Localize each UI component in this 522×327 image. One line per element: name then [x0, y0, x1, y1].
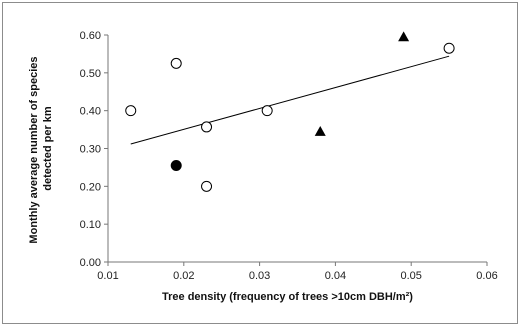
y-tick-label: 0.00: [80, 257, 101, 269]
x-tick-label: 0.01: [97, 270, 118, 282]
x-axis-title: Tree density (frequency of trees >10cm D…: [162, 291, 413, 303]
y-tick-label: 0.20: [80, 181, 101, 193]
open-circle-point: [201, 180, 213, 192]
y-axis-title-line-1: Monthly average number of species: [28, 57, 40, 244]
open-circle-point: [443, 42, 455, 54]
y-tick-label: 0.30: [80, 144, 101, 156]
open-circle-point: [125, 105, 137, 117]
chart-frame: [2, 2, 518, 324]
y-axis-title-line-2: detected per km: [42, 106, 54, 191]
filled-triangle-point: [314, 125, 326, 136]
open-circle-point: [261, 105, 273, 117]
x-axis-ticks: 0.01 0.02 0.03 0.04 0.05 0.06: [97, 262, 498, 282]
x-tick-label: 0.06: [476, 270, 497, 282]
open-circle-point: [170, 57, 182, 69]
y-tick-label: 0.50: [80, 68, 101, 80]
x-tick-label: 0.03: [249, 270, 270, 282]
x-tick-label: 0.02: [173, 270, 194, 282]
filled-triangle-point: [398, 31, 410, 42]
y-tick-label: 0.60: [80, 30, 101, 42]
x-tick-label: 0.04: [325, 270, 346, 282]
filled-circle-point: [170, 160, 182, 172]
open-circle-point: [201, 121, 213, 133]
y-tick-label: 0.40: [80, 106, 101, 118]
y-tick-label: 0.10: [80, 219, 101, 231]
y-axis-title: Monthly average number of species detect…: [28, 53, 54, 243]
y-axis-ticks: 0.00 0.10 0.20 0.30 0.40 0.50 0.60: [80, 30, 108, 269]
data-points: [125, 31, 455, 192]
trendline: [130, 55, 450, 145]
x-tick-label: 0.05: [400, 270, 421, 282]
